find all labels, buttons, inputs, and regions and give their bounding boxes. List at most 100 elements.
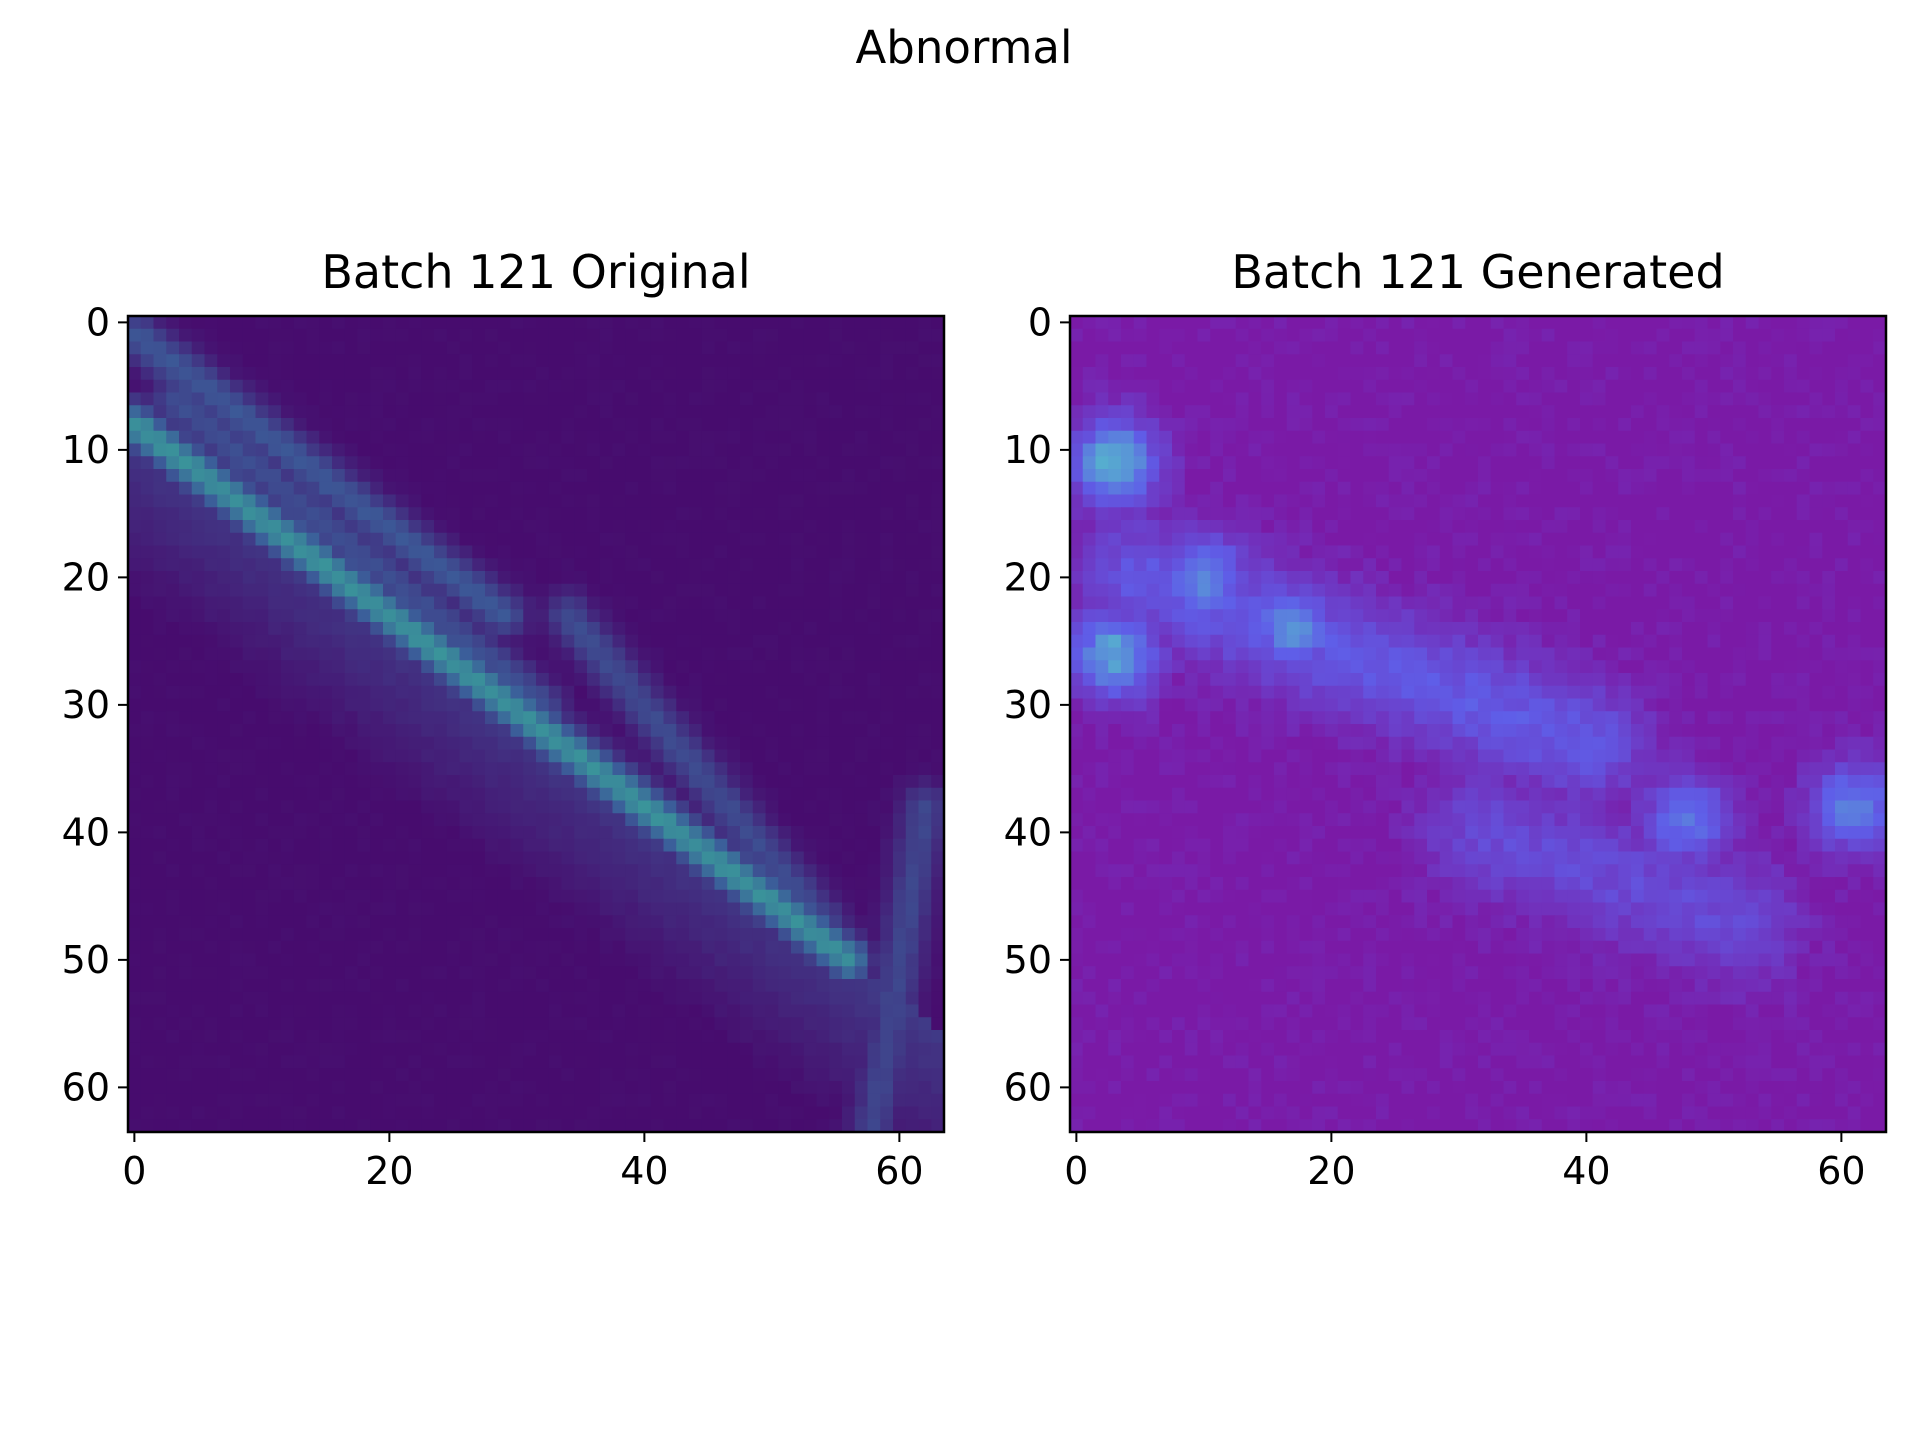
- heatmap-cell: [676, 443, 690, 457]
- heatmap-cell: [854, 711, 869, 725]
- heatmap-cell: [191, 800, 206, 814]
- heatmap-cell: [727, 481, 741, 496]
- heatmap-cell: [1312, 418, 1326, 432]
- heatmap-cell: [344, 838, 359, 853]
- heatmap-cell: [1108, 316, 1122, 330]
- heatmap-cell: [1465, 481, 1479, 496]
- heatmap-cell: [1095, 430, 1109, 445]
- heatmap-cell: [1261, 379, 1275, 394]
- heatmap-cell: [663, 1068, 677, 1082]
- heatmap-cell: [128, 673, 142, 687]
- heatmap-cell: [905, 316, 920, 330]
- heatmap-cell: [854, 1093, 869, 1108]
- heatmap-cell: [1643, 392, 1658, 406]
- heatmap-cell: [905, 800, 920, 814]
- heatmap-cell: [485, 456, 499, 470]
- heatmap-cell: [1172, 456, 1186, 470]
- heatmap-cell: [408, 1042, 422, 1057]
- heatmap-cell: [765, 392, 779, 406]
- heatmap-cell: [434, 341, 448, 355]
- heatmap-cell: [128, 864, 142, 878]
- heatmap-cell: [625, 443, 639, 457]
- heatmap-cell: [383, 1042, 397, 1057]
- heatmap-cell: [1618, 328, 1632, 343]
- heatmap-cell: [816, 673, 830, 687]
- heatmap-cell: [1146, 481, 1160, 496]
- heatmap-cell: [370, 494, 384, 508]
- heatmap-cell: [1427, 341, 1441, 355]
- heatmap-cell: [434, 685, 448, 700]
- heatmap-cell: [842, 341, 856, 355]
- heatmap-cell: [434, 379, 448, 394]
- heatmap-cell: [485, 1030, 499, 1044]
- heatmap-cell: [727, 316, 741, 330]
- heatmap-cell: [332, 1119, 346, 1133]
- heatmap-cell: [191, 851, 206, 865]
- heatmap-cell: [1261, 354, 1275, 368]
- heatmap-cell: [701, 838, 716, 853]
- heatmap-cell: [574, 1093, 588, 1108]
- heatmap-cell: [1452, 430, 1466, 445]
- heatmap-cell: [536, 1004, 550, 1018]
- heatmap-cell: [510, 379, 524, 394]
- heatmap-cell: [153, 341, 167, 355]
- heatmap-cell: [1592, 430, 1607, 445]
- heatmap-cell: [485, 520, 499, 534]
- heatmap-cell: [370, 520, 384, 534]
- heatmap-cell: [1643, 379, 1658, 394]
- heatmap-cell: [548, 940, 563, 955]
- heatmap-cell: [408, 698, 422, 712]
- heatmap-cell: [128, 443, 142, 457]
- heatmap-cell: [230, 328, 244, 343]
- heatmap-cell: [727, 673, 741, 687]
- heatmap-cell: [242, 851, 257, 865]
- heatmap-cell: [395, 826, 410, 840]
- heatmap-cell: [485, 787, 499, 802]
- heatmap-cell: [230, 851, 244, 865]
- heatmap-cell: [1388, 456, 1403, 470]
- heatmap-cell: [281, 1042, 295, 1057]
- heatmap-cell: [701, 469, 716, 483]
- heatmap-cell: [472, 571, 486, 585]
- heatmap-cell: [650, 583, 665, 598]
- heatmap-cell: [880, 392, 894, 406]
- heatmap-cell: [408, 660, 422, 674]
- heatmap-cell: [421, 991, 435, 1006]
- heatmap-cell: [1592, 367, 1607, 381]
- heatmap-cell: [383, 1030, 397, 1044]
- heatmap-cell: [255, 813, 269, 827]
- heatmap-cell: [689, 851, 703, 865]
- heatmap-cell: [854, 558, 869, 572]
- heatmap-cell: [153, 634, 167, 649]
- heatmap-cell: [281, 354, 295, 368]
- figure-title: Abnormal: [855, 21, 1072, 74]
- heatmap-cell: [791, 762, 805, 776]
- heatmap-cell: [1733, 469, 1747, 483]
- heatmap-cell: [905, 698, 920, 712]
- heatmap-cell: [1427, 469, 1441, 483]
- heatmap-cell: [242, 456, 257, 470]
- heatmap-cell: [1707, 379, 1721, 394]
- heatmap-cell: [306, 354, 320, 368]
- heatmap-cell: [523, 775, 537, 789]
- heatmap-cell: [1809, 405, 1823, 419]
- heatmap-cell: [574, 889, 588, 904]
- heatmap-cell: [1210, 354, 1224, 368]
- heatmap-cell: [803, 481, 818, 496]
- heatmap-cell: [548, 494, 563, 508]
- heatmap-cell: [931, 902, 945, 916]
- heatmap-cell: [931, 634, 945, 649]
- heatmap-cell: [854, 979, 869, 993]
- heatmap-cell: [638, 609, 652, 623]
- heatmap-cell: [306, 367, 320, 381]
- heatmap-cell: [587, 316, 601, 330]
- heatmap-cell: [816, 1068, 830, 1082]
- heatmap-cell: [1631, 316, 1645, 330]
- heatmap-cell: [1541, 405, 1556, 419]
- heatmap-cell: [472, 1055, 486, 1069]
- heatmap-cell: [931, 1017, 945, 1031]
- heatmap-cell: [255, 826, 269, 840]
- heatmap-cell: [1312, 379, 1326, 394]
- heatmap-cell: [918, 762, 932, 776]
- heatmap-cell: [153, 520, 167, 534]
